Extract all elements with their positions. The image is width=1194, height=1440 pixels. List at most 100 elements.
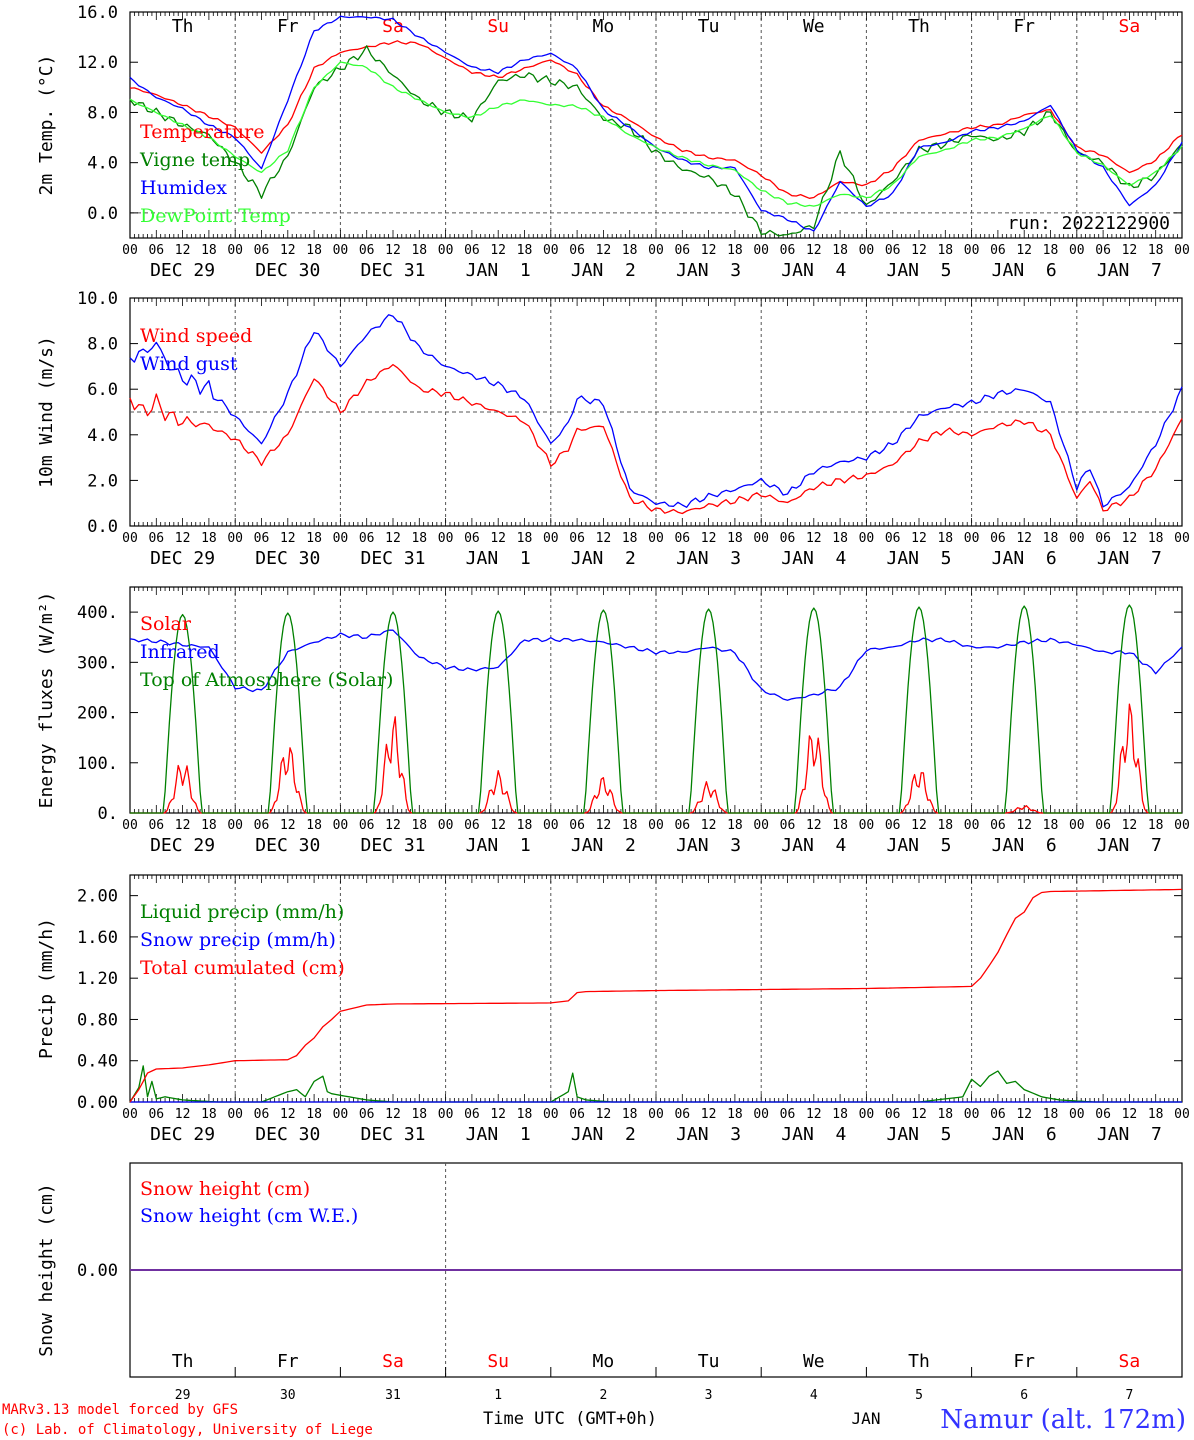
hour-tick-label: 12 xyxy=(1016,1107,1032,1122)
hour-tick-label: 06 xyxy=(569,818,585,833)
hour-tick-label: 00 xyxy=(122,1107,138,1122)
hour-tick-label: 12 xyxy=(1016,531,1032,546)
weekday-label: Sa xyxy=(382,1351,404,1372)
legend-entry: Total cumulated (cm) xyxy=(140,957,345,979)
panel-temp: 0.0 4.0 8.0 12.0 16.0 2m Temp. (°C) Th Fr Sa Su Mo… xyxy=(36,3,1190,281)
run-label: run: 2022122900 xyxy=(1007,213,1170,234)
hour-tick-label: 12 xyxy=(806,1107,822,1122)
legend-entry: Wind gust xyxy=(140,353,238,375)
date-label: DEC 30 xyxy=(255,548,320,569)
hour-tick-label: 12 xyxy=(1016,243,1032,258)
hour-tick-label: 06 xyxy=(359,818,375,833)
hour-tick-label: 18 xyxy=(1148,1107,1164,1122)
hour-tick-label: 18 xyxy=(727,818,743,833)
date-label: DEC 29 xyxy=(150,1124,215,1145)
date-label: DEC 30 xyxy=(255,1124,320,1145)
y-tick-label: 0. xyxy=(98,804,118,824)
model-credit: MARv3.13 model forced by GFS xyxy=(2,1402,238,1418)
hour-tick-label: 06 xyxy=(1095,531,1111,546)
hour-tick-label: 12 xyxy=(596,1107,612,1122)
y-tick-label: 12.0 xyxy=(77,53,118,73)
hour-tick-label: 06 xyxy=(254,1107,270,1122)
y-tick-label: 16.0 xyxy=(77,3,118,23)
y-tick-label: 0.00 xyxy=(77,1261,118,1281)
date-label: DEC 30 xyxy=(255,835,320,856)
date-label: DEC 31 xyxy=(360,548,425,569)
date-label: JAN 6 xyxy=(992,1124,1057,1145)
panel-wind: 0.0 2.0 4.0 6.0 8.0 10.0 10m Wind (m/s) Wind sp… xyxy=(36,289,1190,569)
hour-tick-label: 12 xyxy=(385,531,401,546)
weekday-label: Fr xyxy=(1013,1351,1035,1372)
hour-tick-label: 12 xyxy=(701,531,717,546)
hour-tick-label: 18 xyxy=(411,1107,427,1122)
date-label: JAN 6 xyxy=(992,835,1057,856)
y-tick-label: 8.0 xyxy=(87,335,118,355)
hour-tick-label: 06 xyxy=(1095,818,1111,833)
day-number-label: 31 xyxy=(385,1388,401,1403)
hour-tick-label: 18 xyxy=(937,531,953,546)
legend-entry: Humidex xyxy=(140,177,227,199)
hour-tick-label: 12 xyxy=(701,818,717,833)
day-number-label: 7 xyxy=(1125,1388,1133,1403)
hour-tick-label: 12 xyxy=(490,531,506,546)
day-number-label: 3 xyxy=(705,1388,713,1403)
weekday-label: Th xyxy=(908,16,930,37)
series-line-infrared xyxy=(129,629,1183,701)
legend-entry: Snow height (cm W.E.) xyxy=(140,1205,358,1227)
legend-entry: Solar xyxy=(140,613,192,635)
hour-tick-label: 00 xyxy=(333,243,349,258)
hour-tick-label: 06 xyxy=(990,531,1006,546)
y-tick-label: 6.0 xyxy=(87,380,118,400)
date-label: JAN 6 xyxy=(992,548,1057,569)
hour-tick-label: 06 xyxy=(464,531,480,546)
date-label: DEC 29 xyxy=(150,260,215,281)
series-line-wind-gust xyxy=(129,314,1183,508)
hour-tick-label: 18 xyxy=(727,243,743,258)
hour-tick-label: 06 xyxy=(780,243,796,258)
weekday-label: Fr xyxy=(277,1351,299,1372)
station-label: Namur (alt. 172m) xyxy=(940,1405,1186,1435)
legend-entry: DewPoint Temp xyxy=(140,205,291,227)
hour-tick-label: 12 xyxy=(175,818,191,833)
day-number-label: 4 xyxy=(810,1388,818,1403)
hour-tick-label: 12 xyxy=(175,1107,191,1122)
date-label: DEC 31 xyxy=(360,1124,425,1145)
date-label: JAN 3 xyxy=(676,548,741,569)
hour-tick-label: 18 xyxy=(306,818,322,833)
legend-entry: Wind speed xyxy=(140,325,252,347)
hour-tick-label: 06 xyxy=(990,243,1006,258)
hour-tick-label: 00 xyxy=(648,531,664,546)
hour-tick-label: 06 xyxy=(359,243,375,258)
hour-tick-label: 00 xyxy=(1174,818,1190,833)
date-label: JAN 7 xyxy=(1097,835,1162,856)
legend-entry: Liquid precip (mm/h) xyxy=(140,901,344,923)
hour-tick-label: 12 xyxy=(1122,1107,1138,1122)
hour-tick-label: 00 xyxy=(964,818,980,833)
hour-tick-label: 06 xyxy=(569,243,585,258)
weekday-label: We xyxy=(803,16,825,37)
hour-tick-label: 18 xyxy=(411,243,427,258)
series-line-dewpoint-temp xyxy=(129,61,1183,208)
y-axis-label: 2m Temp. (°C) xyxy=(36,55,57,196)
hour-tick-label: 18 xyxy=(937,1107,953,1122)
hour-tick-label: 12 xyxy=(596,531,612,546)
hour-tick-label: 18 xyxy=(727,1107,743,1122)
hour-tick-label: 06 xyxy=(359,531,375,546)
y-tick-label: 4.0 xyxy=(87,426,118,446)
hour-tick-label: 12 xyxy=(1016,818,1032,833)
weekday-label: Tu xyxy=(698,1351,720,1372)
hour-tick-label: 00 xyxy=(648,818,664,833)
hour-tick-label: 12 xyxy=(701,243,717,258)
hour-tick-label: 00 xyxy=(1174,531,1190,546)
hour-tick-label: 00 xyxy=(543,1107,559,1122)
hour-tick-label: 06 xyxy=(674,243,690,258)
hour-tick-label: 18 xyxy=(727,531,743,546)
hour-tick-label: 18 xyxy=(1043,818,1059,833)
hour-tick-label: 18 xyxy=(622,243,638,258)
hour-tick-label: 06 xyxy=(254,531,270,546)
day-number-label: 30 xyxy=(280,1388,296,1403)
hour-tick-label: 00 xyxy=(333,531,349,546)
y-tick-label: 0.0 xyxy=(87,204,118,224)
panel-snow: 0.00 Snow height (cm) Snow height (cm) Snow… xyxy=(36,1162,1183,1403)
hour-tick-label: 00 xyxy=(543,243,559,258)
